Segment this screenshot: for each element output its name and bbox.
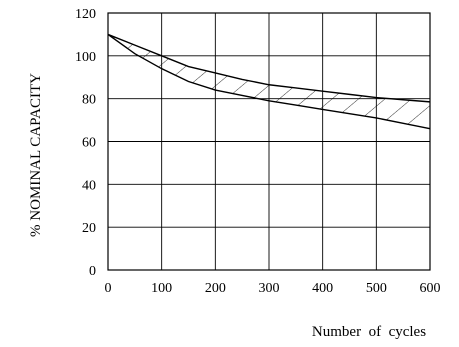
x-axis-label: Number of cycles (312, 324, 426, 340)
y-tick-label: 20 (82, 221, 96, 236)
x-tick-labels: 0 100 200 300 400 500 600 (105, 281, 441, 296)
y-tick-label: 0 (89, 264, 96, 279)
y-tick-labels: 0 20 40 60 80 100 120 (75, 7, 96, 279)
y-tick-label: 60 (82, 136, 96, 151)
x-tick-label: 100 (151, 281, 172, 296)
x-tick-label: 0 (105, 281, 112, 296)
y-tick-label: 40 (82, 178, 96, 193)
y-tick-label: 120 (75, 7, 96, 22)
x-tick-label: 300 (259, 281, 280, 296)
y-tick-label: 80 (82, 93, 96, 108)
y-axis-label: % NOMINAL CAPACITY (28, 73, 44, 237)
x-tick-label: 400 (312, 281, 333, 296)
x-tick-label: 600 (420, 281, 441, 296)
x-tick-label: 200 (205, 281, 226, 296)
y-tick-label: 100 (75, 50, 96, 65)
grid-lines (108, 13, 430, 270)
x-tick-label: 500 (366, 281, 387, 296)
